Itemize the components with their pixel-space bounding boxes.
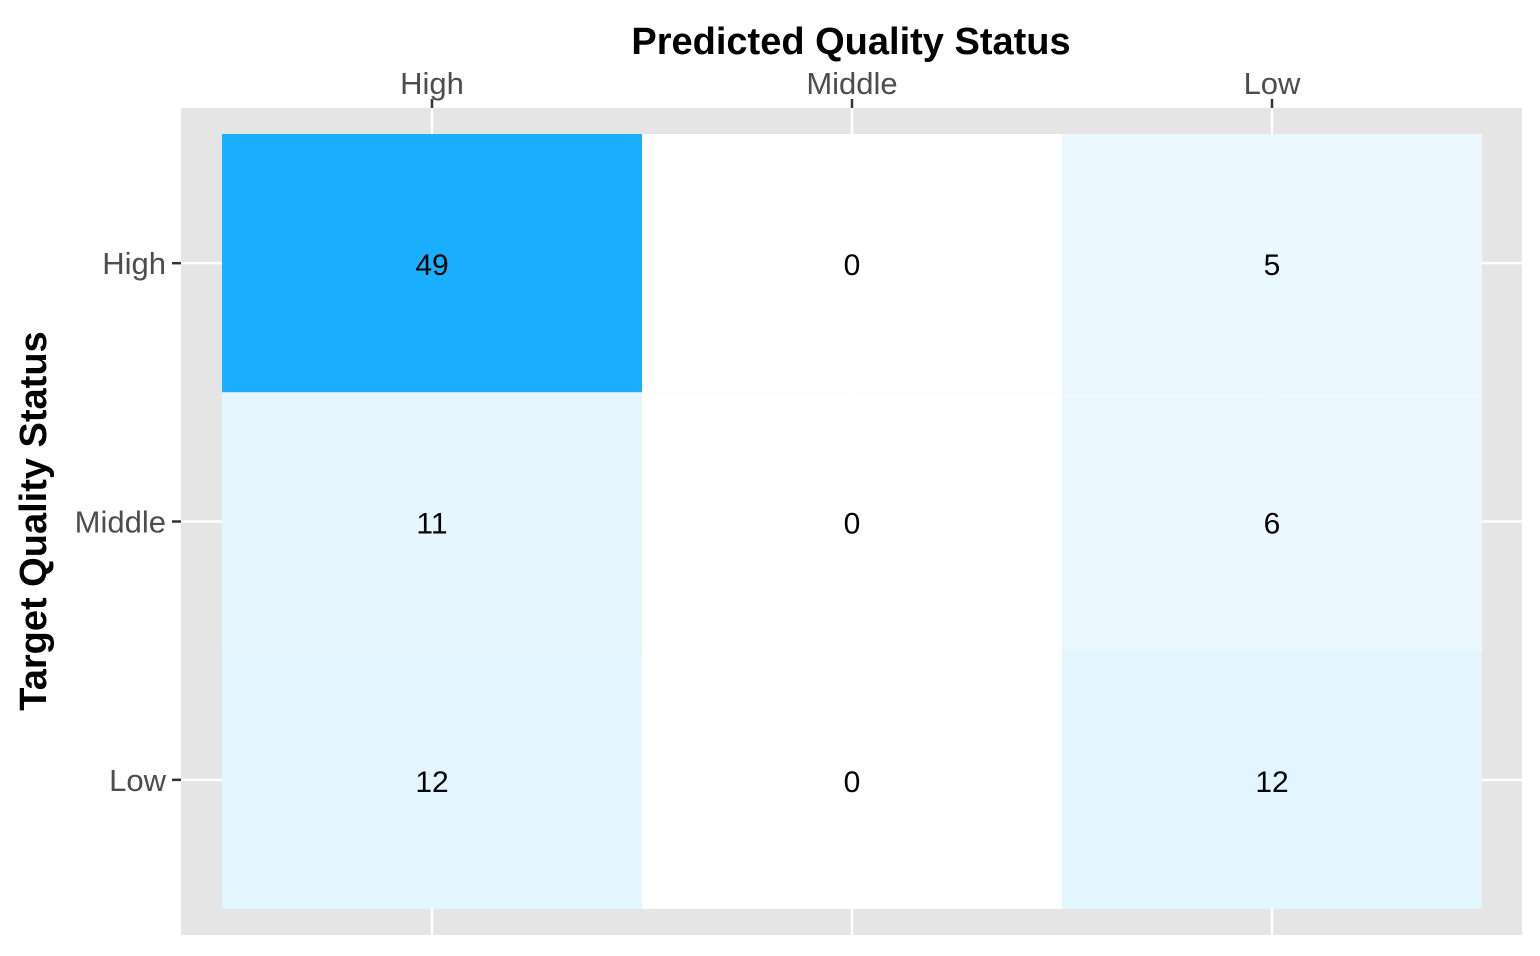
y-tick-label: Low [109,763,166,798]
x-axis-title: Predicted Quality Status [631,21,1070,63]
x-tick-label: High [400,66,464,101]
cell-value-label: 6 [1264,508,1281,541]
heatmap-cell [642,392,1062,651]
heatmap-cell [1062,134,1482,393]
y-tick-label: Middle [75,505,166,540]
y-axis-title: Target Quality Status [13,331,55,710]
cell-value-label: 12 [415,766,448,799]
heatmap-cell [222,134,642,393]
x-tick-label: Middle [806,66,897,101]
cell-value-label: 11 [416,508,447,541]
heatmap-cell [1062,650,1482,909]
cell-value-label: 5 [1264,249,1281,282]
y-tick-label: High [102,246,166,281]
cell-value-label: 49 [415,249,448,282]
cell-value-label: 12 [1255,766,1288,799]
heatmap-cell [222,392,642,651]
heatmap-cell [222,650,642,909]
cell-value-label: 0 [844,508,861,541]
heatmap-cell [642,134,1062,393]
heatmap-cell [1062,392,1482,651]
heatmap-cell [642,650,1062,909]
cell-value-label: 0 [844,249,861,282]
cell-value-label: 0 [844,766,861,799]
x-tick-label: Low [1244,66,1301,101]
